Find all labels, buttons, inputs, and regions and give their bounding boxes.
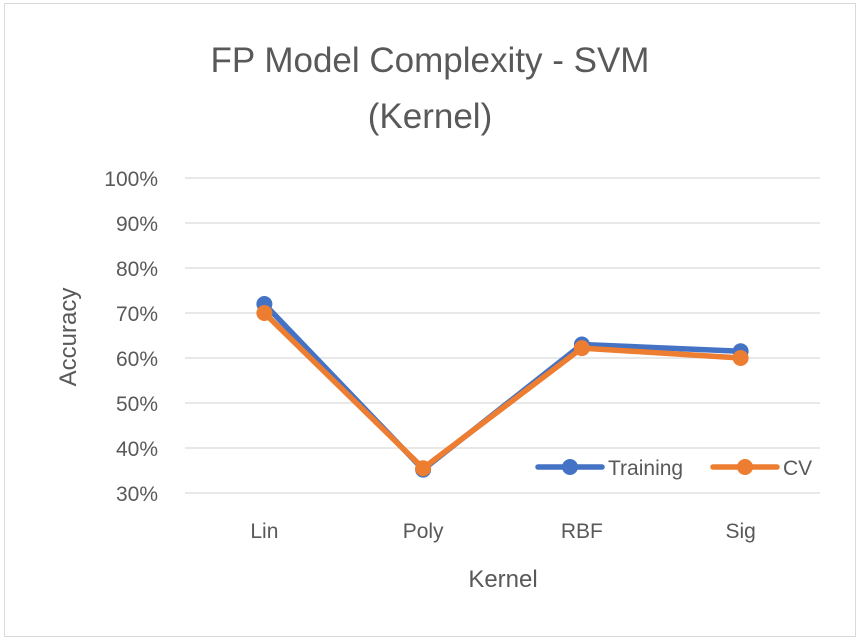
y-tick-label: 90% — [116, 213, 158, 236]
series-line — [261, 301, 744, 473]
legend: Training CV — [535, 457, 812, 480]
x-axis-label: Kernel — [468, 566, 537, 593]
data-point — [256, 305, 273, 321]
legend-label: Training — [608, 457, 683, 480]
legend-swatch-marker — [562, 459, 578, 475]
data-point — [573, 340, 590, 357]
x-tick-labels: Lin Poly RBF Sig — [250, 520, 755, 543]
y-tick-labels: 30% 40% 50% 60% 70% 80% 90% 100% — [104, 168, 158, 506]
x-tick-label: Sig — [725, 520, 755, 543]
y-tick-label: 100% — [104, 168, 158, 191]
series-group — [256, 296, 749, 478]
y-tick-label: 80% — [116, 258, 158, 281]
chart-title-line1: FP Model Complexity - SVM — [211, 41, 650, 80]
y-tick-label: 70% — [116, 303, 158, 326]
y-tick-label: 60% — [116, 348, 158, 371]
chart-title-line2: (Kernel) — [368, 97, 492, 136]
y-tick-label: 50% — [116, 393, 158, 416]
data-point — [732, 350, 749, 366]
legend-label: CV — [783, 457, 812, 480]
x-tick-label: Poly — [403, 520, 444, 543]
legend-item-cv: CV — [710, 457, 812, 480]
data-point — [415, 460, 432, 477]
y-tick-label: 30% — [116, 483, 158, 506]
chart-frame — [4, 3, 856, 637]
legend-swatch-marker — [737, 459, 753, 475]
y-tick-label: 40% — [116, 438, 158, 461]
y-axis-label: Accuracy — [55, 288, 82, 387]
x-tick-label: RBF — [561, 520, 603, 543]
gridlines — [185, 177, 820, 494]
x-tick-label: Lin — [250, 520, 278, 543]
legend-item-training: Training — [535, 457, 683, 480]
series-training — [256, 296, 749, 478]
series-cv — [256, 305, 749, 477]
series-line — [261, 310, 744, 471]
